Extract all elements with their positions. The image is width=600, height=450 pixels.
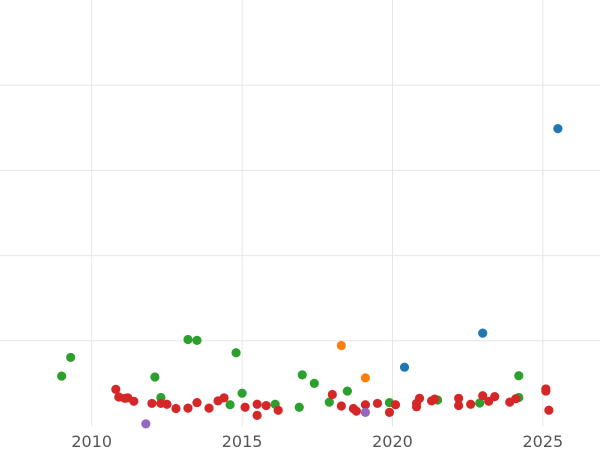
data-point xyxy=(183,334,193,345)
data-point xyxy=(231,348,241,358)
data-point xyxy=(309,378,319,388)
data-point xyxy=(466,399,476,409)
data-point xyxy=(360,373,371,383)
data-point xyxy=(478,328,488,338)
data-point xyxy=(252,410,262,420)
data-point xyxy=(324,397,334,407)
data-point xyxy=(327,389,337,400)
data-point xyxy=(514,371,524,381)
data-point xyxy=(511,394,521,404)
data-point xyxy=(544,405,554,415)
data-point xyxy=(454,400,464,411)
data-point xyxy=(129,396,139,406)
data-point xyxy=(336,340,346,351)
data-point xyxy=(553,124,563,134)
data-points xyxy=(57,124,563,429)
data-point xyxy=(414,393,425,403)
data-point xyxy=(237,388,247,398)
data-point xyxy=(225,400,235,410)
data-point xyxy=(336,401,346,411)
data-point xyxy=(399,362,410,372)
data-point xyxy=(342,386,352,396)
data-point xyxy=(454,393,464,403)
data-point xyxy=(240,402,250,412)
data-point xyxy=(384,407,395,417)
data-point xyxy=(429,394,440,404)
data-point xyxy=(372,398,383,409)
data-point xyxy=(252,399,262,409)
data-point xyxy=(192,397,202,408)
x-tick-label: 2025 xyxy=(522,432,563,450)
x-tick-label: 2020 xyxy=(372,432,413,450)
data-point xyxy=(360,407,371,417)
data-point xyxy=(360,400,371,410)
data-point xyxy=(192,335,202,345)
gridlines xyxy=(0,0,600,426)
data-point xyxy=(490,392,500,402)
data-point xyxy=(204,403,214,413)
data-point xyxy=(261,400,271,411)
data-point xyxy=(478,391,488,401)
x-axis-ticks: 2010 2015 2020 2025 xyxy=(71,432,563,450)
data-point xyxy=(111,384,121,394)
data-point xyxy=(297,370,307,380)
data-point xyxy=(273,405,283,415)
data-point xyxy=(66,352,76,363)
x-tick-label: 2015 xyxy=(222,432,263,450)
data-point xyxy=(57,371,67,381)
data-point xyxy=(147,398,157,409)
data-point xyxy=(150,372,160,382)
data-point xyxy=(219,393,229,403)
data-point xyxy=(171,403,181,414)
data-point xyxy=(351,406,361,416)
data-point xyxy=(294,402,304,412)
data-point xyxy=(141,419,151,429)
data-point xyxy=(162,399,172,409)
x-tick-label: 2010 xyxy=(71,432,112,450)
data-point xyxy=(475,398,485,408)
data-point xyxy=(541,386,551,396)
data-point xyxy=(411,402,422,412)
data-point xyxy=(390,400,401,410)
data-point xyxy=(183,403,193,413)
